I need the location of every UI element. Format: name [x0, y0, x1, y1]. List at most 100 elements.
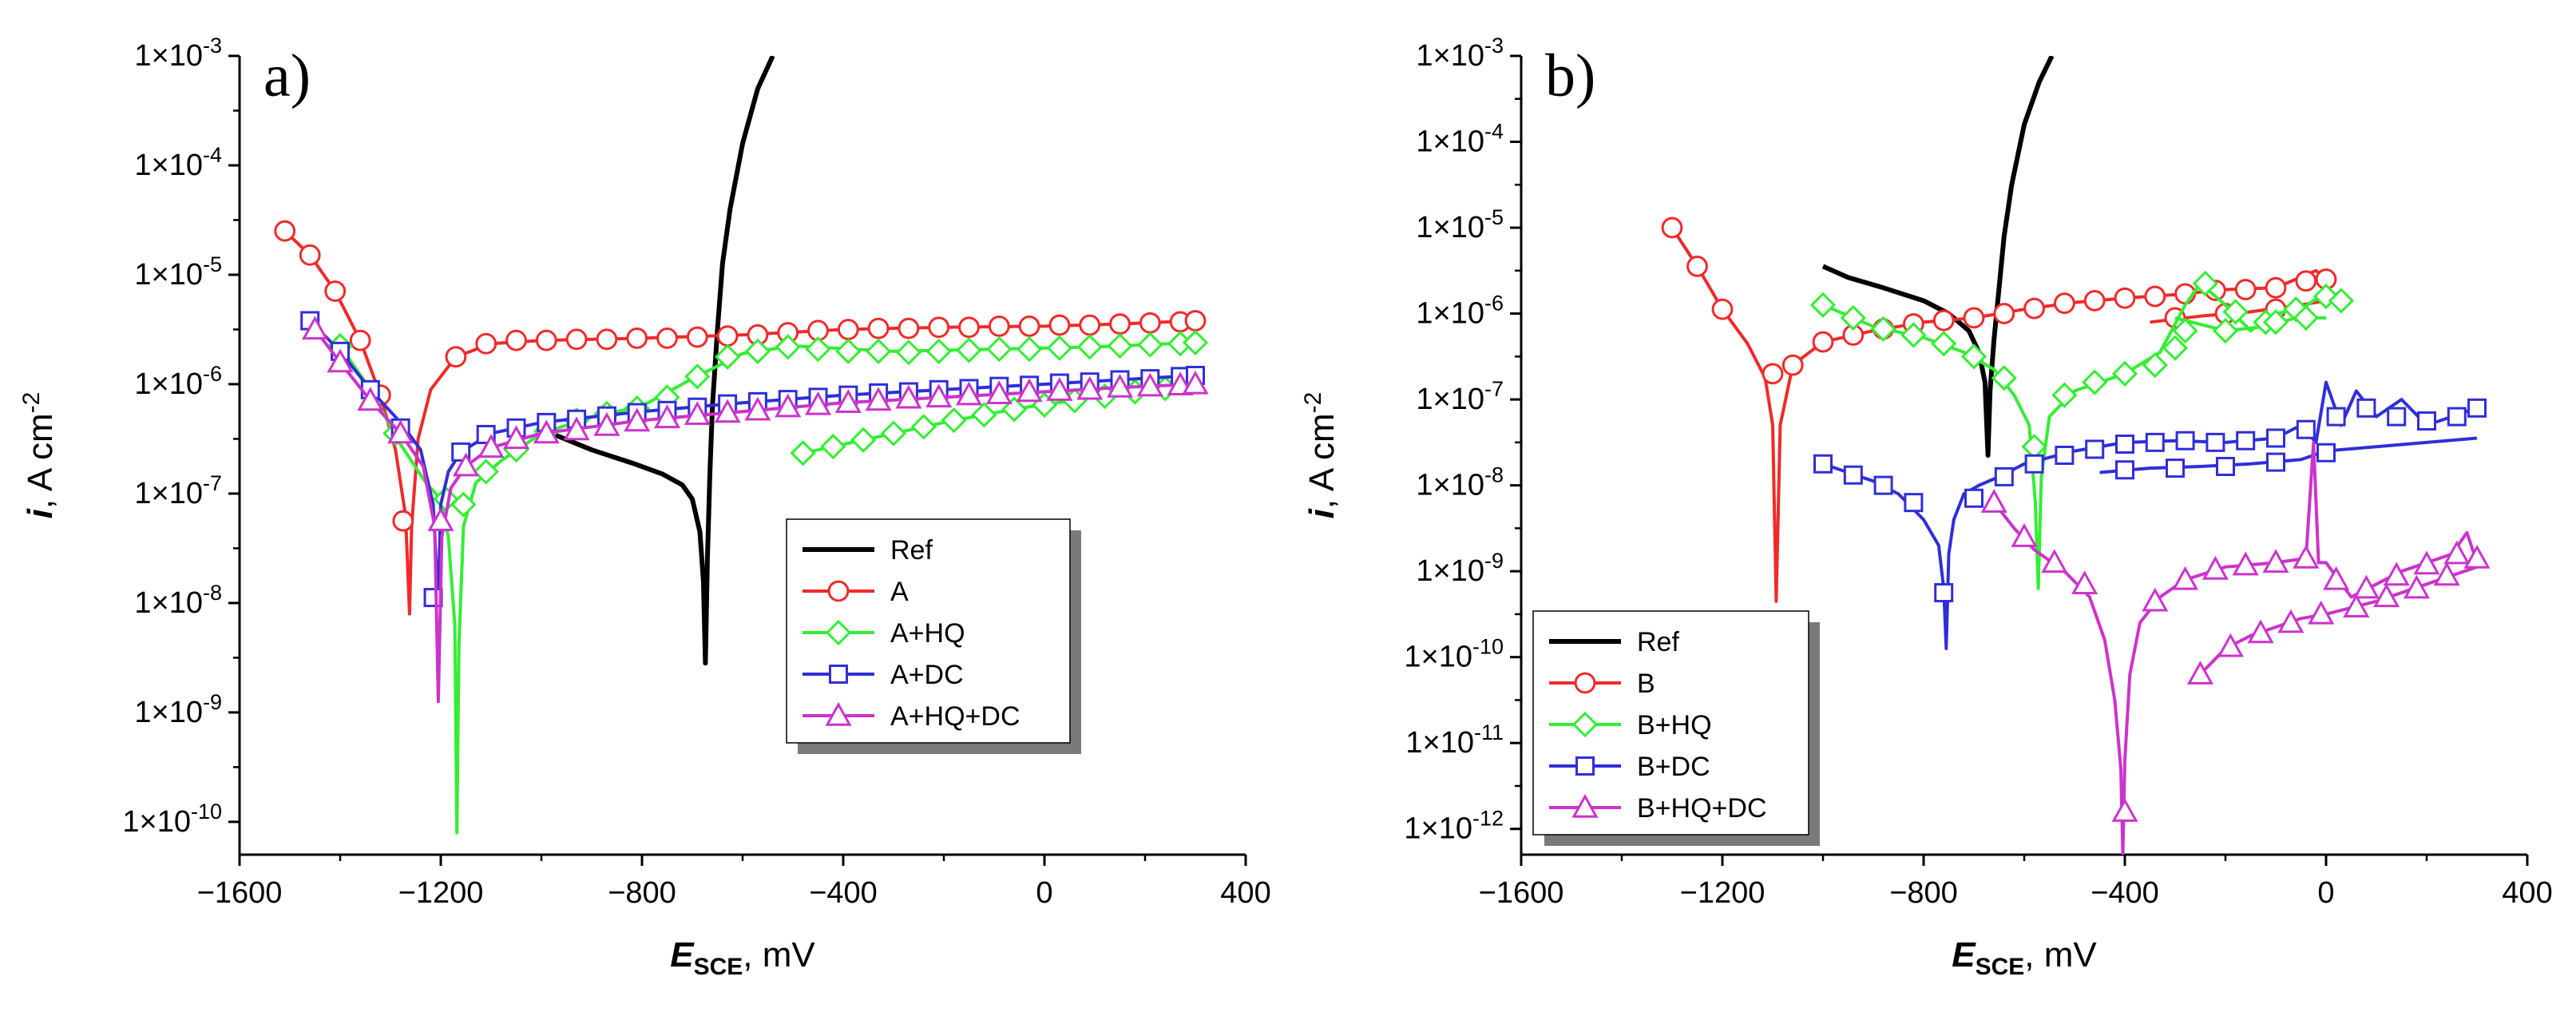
data-point [985, 380, 1013, 404]
data-point [2295, 270, 2317, 292]
data-point [988, 315, 1010, 337]
data-point [837, 319, 859, 340]
legend-label: Ref [890, 535, 933, 566]
y-tick-label: 1×10-4 [134, 143, 222, 182]
data-point [2205, 432, 2225, 452]
data-point [2186, 661, 2214, 685]
data-point [2308, 600, 2335, 625]
data-point [684, 401, 711, 426]
y-tick-label: 1×10-3 [134, 34, 222, 73]
legend-marker [1571, 793, 1599, 818]
series-a [274, 220, 1207, 616]
data-point [565, 328, 588, 351]
x-tick-label: −1200 [398, 876, 484, 910]
data-point [928, 316, 950, 339]
x-tick-label: −1600 [1479, 876, 1564, 910]
data-point [941, 407, 967, 434]
data-point [898, 317, 920, 339]
data-point [775, 393, 802, 418]
data-point [2144, 285, 2166, 308]
data-point [714, 399, 741, 423]
data-point [1781, 354, 1804, 376]
data-point [2217, 633, 2244, 657]
legend-label: A+HQ [890, 618, 965, 649]
data-point [387, 419, 414, 444]
data-point [1934, 583, 1954, 603]
legend-marker [1574, 672, 1596, 694]
legend: Ref A A+HQ A+DC A+HQ+DC [786, 518, 1081, 754]
data-point [1762, 363, 1784, 385]
data-point [835, 338, 862, 364]
data-point [327, 348, 354, 373]
data-point [1661, 216, 1683, 239]
x-tick-label: 400 [1220, 876, 1270, 910]
x-axis-title: ESCE, mV [670, 935, 815, 980]
x-tick-label: 0 [2317, 876, 2334, 910]
legend-entry: Ref [1549, 627, 1679, 657]
plot-area [1661, 56, 2491, 855]
data-point [392, 510, 414, 532]
plot-area [274, 56, 1209, 835]
legend-entry: A+HQ [803, 618, 965, 649]
data-point [716, 325, 739, 347]
chart-panel-a: −1600 −1200 −800 −400 0 400 1×10-10 1×10-9 1×10-… [18, 34, 1271, 980]
data-point [2212, 317, 2239, 344]
data-point [624, 407, 651, 432]
y-tick-label: 1×10-10 [122, 800, 222, 839]
y-tick-label: 1×10-8 [134, 581, 222, 620]
data-point [865, 338, 892, 364]
data-point [955, 381, 983, 406]
data-point [452, 452, 480, 477]
y-tick-label: 1×10-7 [1416, 377, 1504, 416]
series-line [550, 56, 775, 666]
data-point [2142, 351, 2168, 379]
data-point [2413, 550, 2440, 575]
legend-marker [827, 580, 850, 602]
data-point [2166, 458, 2185, 478]
data-point [2277, 609, 2305, 633]
data-point [2316, 443, 2336, 462]
data-point [2236, 431, 2256, 450]
data-point [478, 434, 505, 458]
data-point [775, 334, 801, 360]
x-axis-title: ESCE, mV [1952, 935, 2097, 980]
legend-label: A+HQ+DC [890, 701, 1020, 732]
data-point [744, 396, 771, 421]
data-point [1184, 310, 1207, 331]
data-point [1182, 329, 1209, 356]
data-point [1079, 314, 1101, 336]
data-point [1048, 314, 1071, 336]
data-point [1016, 378, 1043, 403]
data-point [895, 384, 922, 409]
data-point [2222, 299, 2249, 325]
data-point [2024, 454, 2044, 474]
series-line [1821, 56, 2055, 458]
data-point [299, 244, 321, 266]
panel-label: b) [1545, 42, 1595, 109]
legend-label: B+HQ [1637, 710, 1712, 740]
data-point [357, 387, 384, 411]
data-point [427, 507, 454, 531]
data-point [1182, 370, 1209, 395]
data-point [2162, 335, 2189, 361]
data-point [1900, 322, 1927, 348]
data-point [1840, 304, 1866, 331]
x-tick-label: −1200 [1680, 876, 1766, 910]
data-point [1960, 343, 1987, 370]
data-point [2232, 551, 2259, 576]
data-point [445, 346, 467, 368]
y-tick-label: 1×10-8 [1416, 463, 1504, 502]
legend-entry: B+DC [1549, 752, 1710, 782]
series-a-hq-dc [301, 316, 1209, 704]
data-point [1991, 365, 2017, 391]
data-point [1046, 377, 1073, 401]
data-point [1076, 375, 1104, 400]
data-point [1136, 372, 1163, 397]
data-point [1711, 298, 1734, 320]
data-point [834, 389, 862, 413]
data-point [2323, 566, 2350, 590]
data-point [2111, 798, 2138, 822]
legend-entry: B+HQ [1549, 710, 1712, 740]
data-point [2328, 288, 2355, 314]
data-point [850, 427, 877, 453]
